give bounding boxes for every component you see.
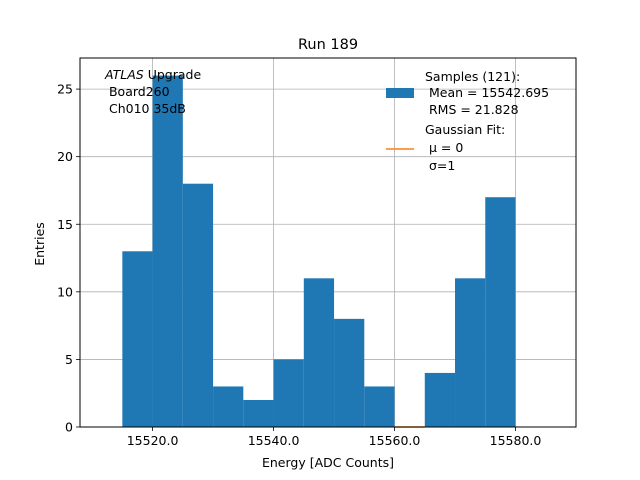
legend-fit-title: Gaussian Fit:	[425, 122, 505, 137]
histogram-bar	[152, 75, 183, 428]
histogram-bars	[122, 75, 516, 428]
y-tick-label: 5	[65, 352, 73, 367]
histogram-bar	[182, 183, 214, 427]
y-tick-label: 20	[57, 149, 73, 164]
annotation-upgrade: Upgrade	[144, 67, 202, 82]
legend-samples-rms: RMS = 21.828	[425, 102, 519, 117]
annotation-line-3: Ch010 35dB	[105, 101, 186, 116]
y-axis-label: Entries	[32, 222, 47, 266]
histogram-bar	[364, 386, 395, 427]
y-tick-label: 25	[57, 82, 73, 97]
x-tick-label: 15540.0	[248, 433, 300, 448]
y-tick-label: 10	[57, 284, 73, 299]
legend-fit-mu: μ = 0	[425, 140, 463, 155]
histogram-bar	[424, 372, 456, 427]
x-axis-ticks: 15520.0 15540.0 15560.0 15580.0	[127, 427, 542, 448]
x-axis-label: Energy [ADC Counts]	[262, 455, 394, 470]
y-tick-label: 15	[57, 217, 73, 232]
y-tick-label: 0	[65, 420, 73, 435]
histogram-bar	[273, 359, 304, 427]
atlas-annotation: ATLAS Upgrade Board260 Ch010 35dB	[104, 67, 201, 116]
y-axis-ticks: 0 5 10 15 20 25	[57, 82, 80, 435]
plot-frame	[79, 57, 577, 428]
histogram-bar	[334, 318, 365, 427]
histogram-bar	[122, 251, 153, 427]
histogram-bar	[303, 278, 335, 427]
histogram-bar	[485, 197, 516, 427]
chart-title: Run 189	[298, 37, 358, 53]
x-tick-label: 15560.0	[369, 433, 421, 448]
histogram-bar	[455, 278, 486, 427]
legend-fit-sigma: σ=1	[425, 158, 455, 173]
legend-samples-swatch	[386, 88, 414, 98]
annotation-line-2: Board260	[105, 84, 170, 99]
legend-samples-mean: Mean = 15542.695	[425, 85, 549, 100]
annotation-atlas: ATLAS	[104, 67, 144, 82]
annotation-line-1: ATLAS Upgrade	[104, 67, 201, 82]
legend-samples-title: Samples (121):	[425, 69, 520, 84]
histogram-bar	[243, 399, 274, 427]
legend: Samples (121): Mean = 15542.695 RMS = 21…	[386, 69, 549, 173]
x-tick-label: 15520.0	[127, 433, 179, 448]
histogram-bar	[213, 386, 244, 427]
x-tick-label: 15580.0	[490, 433, 542, 448]
